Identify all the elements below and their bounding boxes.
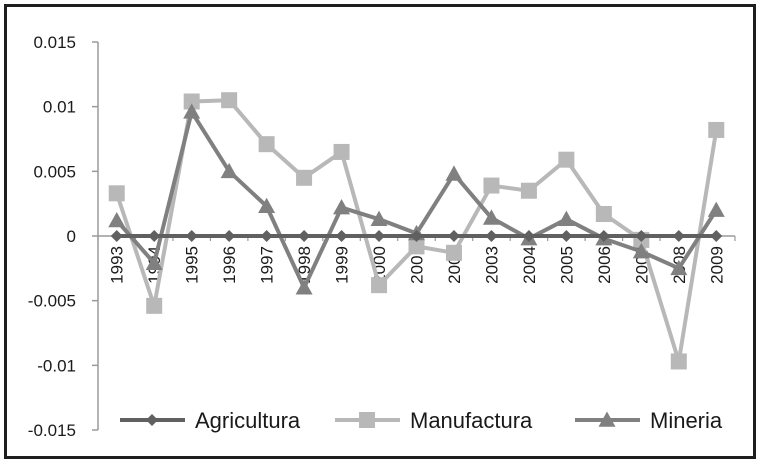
data-point-agricultura <box>710 230 723 242</box>
data-point-agricultura <box>597 230 610 242</box>
legend-marker-mineria <box>598 411 616 427</box>
data-point-manufactura <box>108 185 125 202</box>
data-point-manufactura <box>371 277 388 294</box>
y-tick-label: 0.015 <box>33 33 76 52</box>
data-point-mineria <box>295 279 313 295</box>
data-point-manufactura <box>558 151 575 168</box>
data-point-manufactura <box>445 244 462 261</box>
legend-label-agricultura: Agricultura <box>195 408 301 433</box>
data-point-manufactura <box>708 121 725 138</box>
data-point-agricultura <box>485 230 498 242</box>
data-point-mineria <box>145 254 163 270</box>
data-point-mineria <box>333 199 351 215</box>
data-point-manufactura <box>670 353 687 370</box>
data-point-mineria <box>557 210 575 226</box>
legend-label-manufactura: Manufactura <box>410 408 533 433</box>
y-tick-label: 0.005 <box>33 162 76 181</box>
data-point-agricultura <box>560 230 573 242</box>
data-point-agricultura <box>335 230 348 242</box>
data-point-mineria <box>258 197 276 214</box>
x-tick-label: 1999 <box>333 246 352 284</box>
legend-marker-agricultura <box>146 414 158 426</box>
y-tick-labels: 0.015 0.01 0.005 0 -0.005 -0.01 -0.015 <box>28 33 98 440</box>
series-layer <box>108 92 725 370</box>
x-tick-label: 2003 <box>482 246 501 284</box>
data-point-manufactura <box>483 177 500 194</box>
data-point-agricultura <box>298 230 311 242</box>
y-tick-label: -0.005 <box>28 292 76 311</box>
y-tick-label: 0.01 <box>43 98 76 117</box>
data-point-mineria <box>632 243 650 259</box>
data-point-manufactura <box>183 93 200 110</box>
y-tick-label: 0 <box>67 227 76 246</box>
series-agricultura <box>110 230 723 242</box>
data-point-agricultura <box>447 230 460 242</box>
x-tick-label: 2005 <box>557 246 576 284</box>
data-point-manufactura <box>595 206 612 223</box>
data-point-agricultura <box>148 230 161 242</box>
x-tick-label: 1996 <box>220 246 239 284</box>
data-point-agricultura <box>373 230 386 242</box>
data-point-mineria <box>445 165 463 181</box>
legend-marker-manufactura <box>359 412 375 428</box>
legend-label-mineria: Mineria <box>650 408 723 433</box>
data-point-agricultura <box>672 230 685 242</box>
y-tick-label: -0.01 <box>37 356 76 375</box>
data-point-mineria <box>108 211 126 228</box>
x-tick-label: 1993 <box>108 246 127 284</box>
data-point-mineria <box>707 201 725 217</box>
data-point-agricultura <box>410 230 423 242</box>
legend: Agricultura Manufactura Mineria <box>120 408 723 433</box>
y-tick-label: -0.015 <box>28 421 76 440</box>
x-tick-label: 1995 <box>183 246 202 284</box>
data-point-agricultura <box>635 230 648 242</box>
data-point-mineria <box>220 162 238 179</box>
data-point-manufactura <box>146 297 163 314</box>
data-point-manufactura <box>258 136 275 153</box>
x-tick-label: 2004 <box>520 246 539 284</box>
data-point-manufactura <box>408 238 425 255</box>
legend-item-mineria: Mineria <box>575 408 723 433</box>
x-tick-label: 2009 <box>707 246 726 284</box>
data-point-mineria <box>183 103 201 119</box>
x-tick-label: 1997 <box>258 246 277 284</box>
x-tick-label: 2001 <box>408 246 427 284</box>
data-point-agricultura <box>260 230 273 242</box>
data-point-manufactura <box>221 92 238 109</box>
data-point-manufactura <box>296 169 313 186</box>
data-point-agricultura <box>522 230 535 242</box>
data-point-manufactura <box>333 143 350 160</box>
data-point-mineria <box>370 210 388 226</box>
legend-item-agricultura: Agricultura <box>120 408 301 433</box>
data-point-mineria <box>482 209 500 225</box>
data-point-mineria <box>670 259 688 276</box>
data-point-manufactura <box>520 182 537 199</box>
data-point-agricultura <box>185 230 198 242</box>
x-tick-label: 2006 <box>595 246 614 284</box>
data-point-agricultura <box>110 230 123 242</box>
legend-item-manufactura: Manufactura <box>335 408 533 433</box>
data-point-agricultura <box>223 230 236 242</box>
